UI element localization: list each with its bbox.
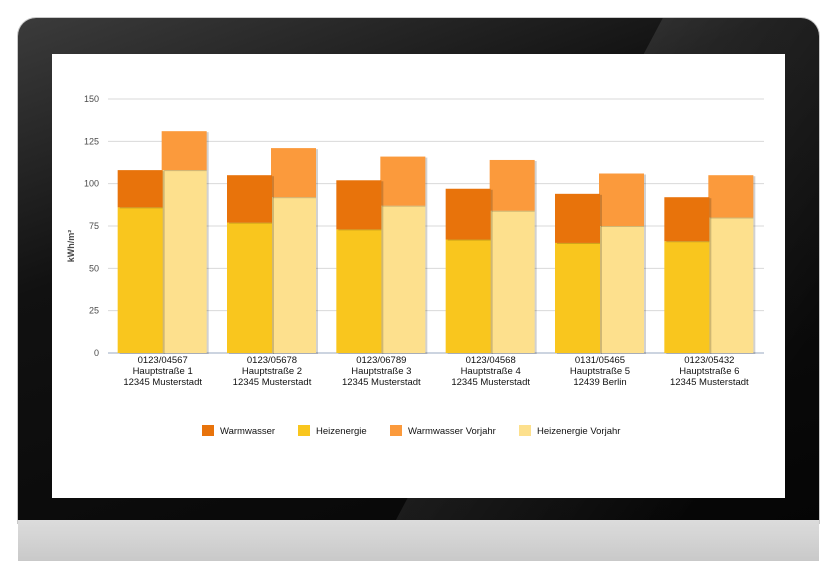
bar-heizenergie[interactable] bbox=[336, 229, 382, 353]
bar-warmwasser[interactable] bbox=[445, 188, 491, 240]
bar-warmwasser-vorjahr[interactable] bbox=[708, 175, 754, 218]
legend-swatch bbox=[519, 425, 531, 436]
category-label: 12345 Musterstadt bbox=[342, 377, 421, 388]
category-label: Hauptstraße 4 bbox=[461, 366, 521, 377]
bar-warmwasser-vorjahr[interactable] bbox=[161, 131, 207, 171]
category-label: 12345 Musterstadt bbox=[670, 377, 749, 388]
bar-warmwasser-vorjahr[interactable] bbox=[489, 159, 535, 211]
category-label: Hauptstraße 6 bbox=[679, 366, 739, 377]
category-label: 12439 Berlin bbox=[573, 377, 626, 388]
monitor-screen: 0 25 50 75 100 125 150 kWh/m² 0123/04567 Haupts… bbox=[52, 54, 785, 498]
category-label: 12345 Musterstadt bbox=[233, 377, 312, 388]
category-label: 0123/05678 bbox=[247, 355, 297, 366]
bar-heizenergie-vorjahr[interactable] bbox=[708, 217, 754, 353]
category-label: 0131/05465 bbox=[575, 355, 625, 366]
y-tick-label: 75 bbox=[89, 221, 99, 231]
y-tick-label: 150 bbox=[84, 94, 99, 104]
bar-warmwasser-vorjahr[interactable] bbox=[599, 173, 644, 226]
legend-swatch bbox=[202, 425, 214, 436]
category-label: 0123/04567 bbox=[138, 355, 188, 366]
bar-warmwasser-vorjahr[interactable] bbox=[380, 156, 426, 206]
legend-label[interactable]: Heizenergie Vorjahr bbox=[537, 426, 620, 437]
bar-heizenergie[interactable] bbox=[445, 239, 491, 353]
bar-warmwasser-vorjahr[interactable] bbox=[271, 148, 316, 198]
category-label: Hauptstraße 3 bbox=[351, 366, 411, 377]
bars bbox=[117, 131, 756, 354]
category-label: Hauptstraße 5 bbox=[570, 366, 630, 377]
grid-lines bbox=[108, 98, 764, 354]
y-tick-label: 0 bbox=[94, 348, 99, 358]
bar-heizenergie-vorjahr[interactable] bbox=[271, 197, 316, 353]
y-tick-labels: 0 25 50 75 100 125 150 bbox=[84, 94, 99, 358]
category-label: 12345 Musterstadt bbox=[123, 377, 202, 388]
category-label: Hauptstraße 2 bbox=[242, 366, 302, 377]
bar-heizenergie[interactable] bbox=[227, 222, 272, 353]
legend-label[interactable]: Warmwasser Vorjahr bbox=[408, 426, 496, 437]
bar-warmwasser[interactable] bbox=[555, 193, 600, 243]
legend-swatch bbox=[298, 425, 310, 436]
monitor-chin bbox=[18, 520, 819, 561]
category-label: 0123/06789 bbox=[356, 355, 406, 366]
y-tick-label: 100 bbox=[84, 179, 99, 189]
bar-heizenergie[interactable] bbox=[664, 241, 710, 353]
category-label: 0123/05432 bbox=[684, 355, 734, 366]
legend-label[interactable]: Warmwasser bbox=[220, 426, 275, 437]
bar-warmwasser[interactable] bbox=[664, 197, 710, 242]
category-label: 12345 Musterstadt bbox=[451, 377, 530, 388]
y-tick-label: 125 bbox=[84, 136, 99, 146]
bar-heizenergie-vorjahr[interactable] bbox=[380, 205, 426, 353]
bar-warmwasser[interactable] bbox=[336, 180, 382, 230]
category-label: Hauptstraße 1 bbox=[133, 366, 193, 377]
y-axis-label: kWh/m² bbox=[66, 230, 76, 263]
category-label: 0123/04568 bbox=[466, 355, 516, 366]
y-tick-label: 25 bbox=[89, 306, 99, 316]
legend-swatch bbox=[390, 425, 402, 436]
bar-heizenergie-vorjahr[interactable] bbox=[489, 210, 535, 353]
bar-warmwasser[interactable] bbox=[227, 175, 272, 223]
bar-warmwasser[interactable] bbox=[117, 170, 163, 208]
legend-label[interactable]: Heizenergie bbox=[316, 426, 367, 437]
bar-heizenergie-vorjahr[interactable] bbox=[161, 170, 207, 353]
bar-heizenergie[interactable] bbox=[117, 207, 163, 353]
y-tick-label: 50 bbox=[89, 263, 99, 273]
legend: Warmwasser Heizenergie Warmwasser Vorjahr H… bbox=[202, 425, 620, 437]
bar-heizenergie-vorjahr[interactable] bbox=[599, 226, 644, 353]
bar-heizenergie[interactable] bbox=[555, 242, 600, 353]
